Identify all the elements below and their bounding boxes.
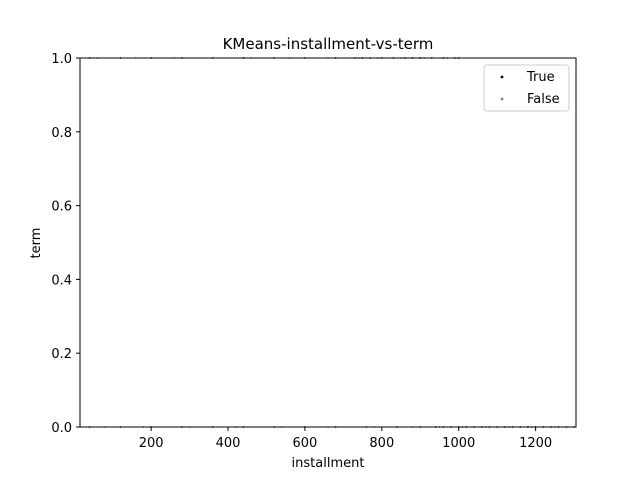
legend-box	[483, 64, 570, 112]
legend-marker-false	[500, 97, 504, 101]
x-tick-label: 800	[369, 436, 394, 451]
y-tick-label: 0.6	[51, 200, 72, 215]
x-axis-label: installment	[292, 456, 365, 471]
y-tick-label: 0.8	[51, 126, 72, 141]
y-tick-label: 0.4	[51, 273, 72, 288]
legend-label-false: False	[527, 92, 560, 107]
chart-title: KMeans-installment-vs-term	[223, 35, 434, 53]
axes-frame	[79, 57, 577, 428]
y-tick-label: 0.0	[51, 421, 72, 436]
y-axis-label: term	[29, 228, 44, 259]
series-false	[96, 57, 556, 428]
legend: True False	[483, 64, 570, 112]
y-tick-label: 1.0	[51, 52, 72, 67]
x-tick-label: 600	[293, 436, 318, 451]
series-true	[88, 57, 575, 428]
y-tick-label: 0.2	[51, 347, 72, 362]
legend-marker-true	[500, 75, 504, 79]
x-tick-label: 200	[139, 436, 164, 451]
legend-label-true: True	[526, 70, 555, 85]
y-axis: 0.0 0.2 0.4 0.6 0.8 1.0	[51, 52, 80, 436]
x-tick-label: 400	[216, 436, 241, 451]
x-tick-label: 1200	[519, 436, 552, 451]
plot-area	[88, 57, 575, 428]
x-axis: 200 400 600 800 1000 1200	[139, 427, 552, 451]
x-tick-label: 1000	[442, 436, 475, 451]
